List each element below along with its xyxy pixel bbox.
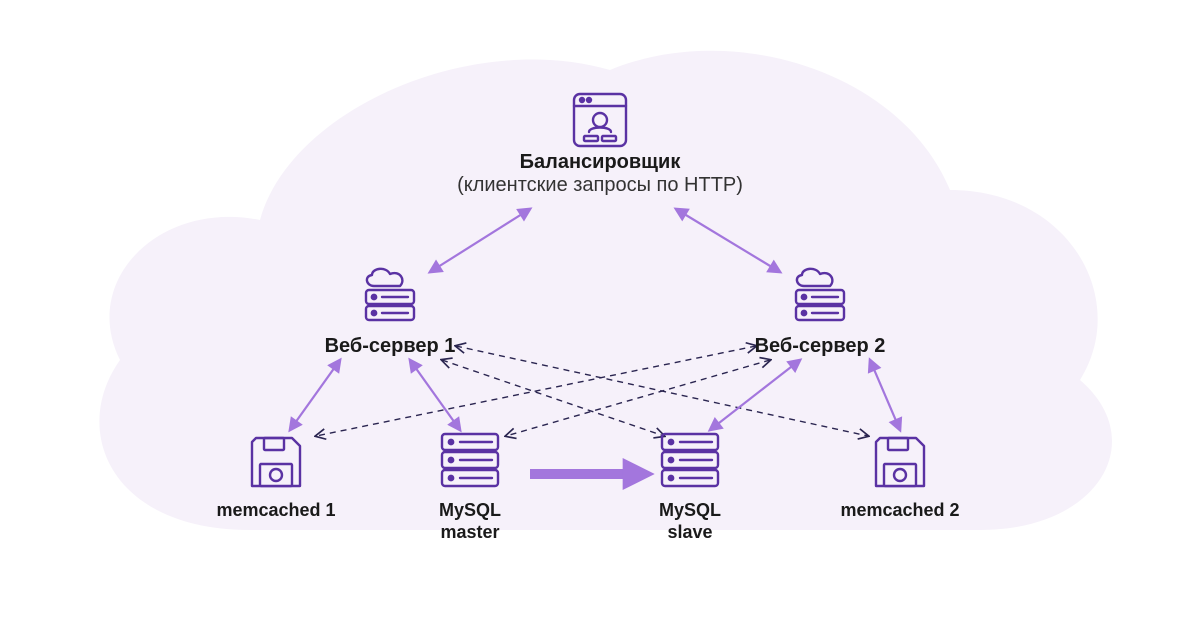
- mysql-slave-icon: [662, 434, 718, 486]
- memcached2-label: memcached 2: [830, 500, 970, 522]
- memcached1-label: memcached 1: [206, 500, 346, 522]
- balancer-title: Балансировщик: [430, 150, 770, 174]
- balancer-node: Балансировщик (клиентские запросы по HTT…: [430, 150, 770, 197]
- diagram-stage: Балансировщик (клиентские запросы по HTT…: [0, 0, 1200, 628]
- mysql-master-node: MySQLmaster: [410, 500, 530, 543]
- memcached1-node: memcached 1: [206, 500, 346, 522]
- mysql-slave-label: MySQLslave: [630, 500, 750, 543]
- mysql-slave-node: MySQLslave: [630, 500, 750, 543]
- web1-label: Веб-сервер 1: [300, 334, 480, 358]
- web1-node: Веб-сервер 1: [300, 334, 480, 358]
- memcached2-node: memcached 2: [830, 500, 970, 522]
- web2-label: Веб-сервер 2: [730, 334, 910, 358]
- web2-node: Веб-сервер 2: [730, 334, 910, 358]
- mysql-master-icon: [442, 434, 498, 486]
- mysql-master-label: MySQLmaster: [410, 500, 530, 543]
- diagram-svg: [0, 0, 1200, 628]
- balancer-subtitle: (клиентские запросы по HTTP): [430, 174, 770, 197]
